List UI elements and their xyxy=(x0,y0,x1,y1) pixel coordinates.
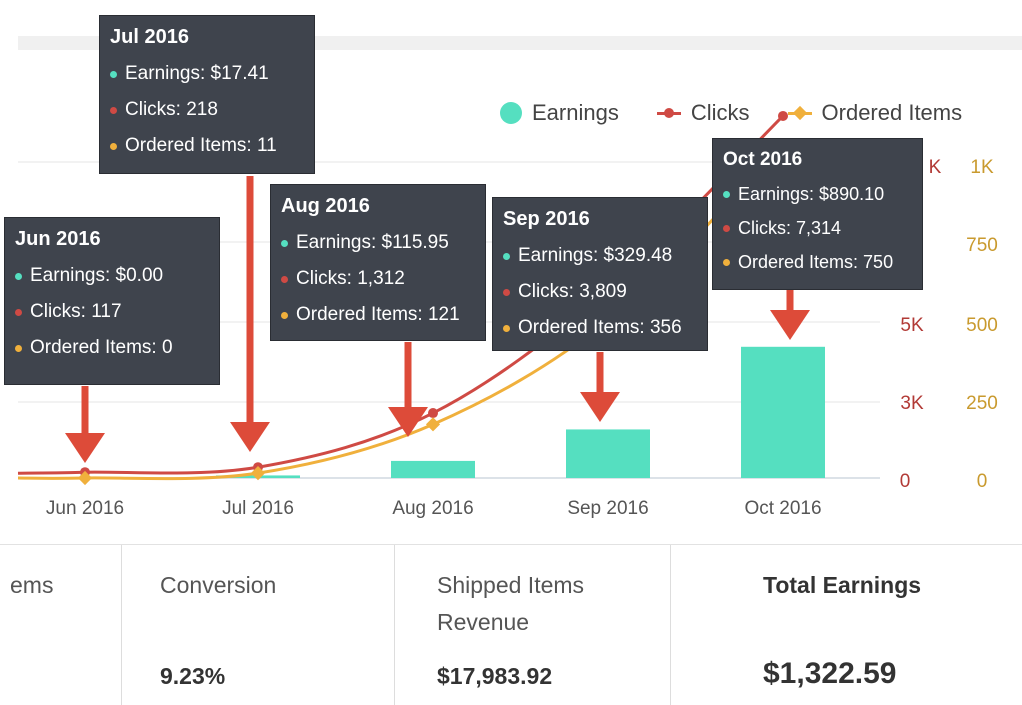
stat-divider xyxy=(121,545,122,705)
y-tick-label-clicks: K xyxy=(929,157,942,178)
arrow-head xyxy=(65,433,105,463)
tooltip-title: Oct 2016 xyxy=(723,149,803,170)
tooltip-row-clicks: Clicks: 1,312 xyxy=(281,268,475,290)
point-clicks xyxy=(778,110,788,121)
stat-label: ems xyxy=(10,572,54,598)
tooltip-row-ordered-items: Ordered Items: 121 xyxy=(281,304,475,326)
y-tick-label-ordered-items: 750 xyxy=(966,235,998,256)
y-tick-label-clicks: 3K xyxy=(900,393,924,414)
tooltip-sep-2016: Sep 2016 Earnings: $329.48 Clicks: 3,809… xyxy=(492,197,708,351)
stat-total-earnings: Total Earnings $1,322.59 xyxy=(671,545,1022,705)
tooltip-row-clicks: Clicks: 218 xyxy=(110,99,304,121)
arrow-head xyxy=(580,392,620,422)
tooltip-title: Sep 2016 xyxy=(503,208,590,230)
y-tick-label-ordered-items: 0 xyxy=(977,471,988,492)
chart: Jun 2016 Jul 2016 Aug 2016 Sep 2016 Oct 2016… xyxy=(17,110,998,519)
x-tick-label: Oct 2016 xyxy=(744,498,821,519)
x-tick-label: Sep 2016 xyxy=(567,498,648,519)
legend-item-clicks[interactable]: Clicks xyxy=(656,100,750,126)
point-ordered-items xyxy=(77,470,93,486)
stat-value: $1,322.59 xyxy=(763,657,897,690)
point-clicks xyxy=(428,408,438,419)
stat-label: Total Earnings xyxy=(763,572,922,598)
tooltip-row-clicks: Clicks: 7,314 xyxy=(723,218,912,239)
arrow-head xyxy=(388,407,428,437)
tooltip-jun-2016: Jun 2016 Earnings: $0.00 Clicks: 117 Ord… xyxy=(4,217,220,385)
tooltip-row-ordered-items: Ordered Items: 356 xyxy=(503,317,697,339)
chart-legend: Earnings Clicks Ordered Items xyxy=(500,96,1005,130)
tooltip-row-clicks: Clicks: 3,809 xyxy=(503,281,697,303)
earnings-bars xyxy=(216,346,825,478)
tooltip-row-earnings: Earnings: $329.48 xyxy=(503,245,697,267)
stat-value: 9.23% xyxy=(160,663,226,689)
x-tick-label: Jul 2016 xyxy=(222,498,294,519)
tooltip-row-ordered-items: Ordered Items: 11 xyxy=(110,135,304,157)
y-tick-label-ordered-items: 250 xyxy=(966,393,998,414)
x-axis-ticks: Jun 2016 Jul 2016 Aug 2016 Sep 2016 Oct 2016 xyxy=(46,498,822,519)
arrow-head xyxy=(230,422,270,452)
point-ordered-items xyxy=(250,466,266,481)
stat-label: Shipped Items Revenue xyxy=(437,572,585,635)
y-tick-label-clicks: 5K xyxy=(900,315,924,336)
bar-earnings xyxy=(391,460,475,478)
earnings-swatch xyxy=(500,102,522,124)
bar-earnings xyxy=(741,346,825,478)
stat-ordered-items: ems xyxy=(0,545,122,705)
x-tick-label: Jun 2016 xyxy=(46,498,124,519)
stat-value: $17,983.92 xyxy=(437,663,553,689)
tooltip-jul-2016: Jul 2016 Earnings: $17.41 Clicks: 218 Or… xyxy=(99,15,315,174)
legend-label-ordered-items: Ordered Items xyxy=(821,100,963,125)
y-tick-label-ordered-items: 1K xyxy=(970,157,994,178)
tooltip-row-earnings: Earnings: $0.00 xyxy=(15,265,209,287)
tooltip-row-earnings: Earnings: $17.41 xyxy=(110,63,304,85)
y-axis-ticks: 0 3K 5K K 0 250 500 750 1K xyxy=(900,157,998,492)
stat-divider xyxy=(394,545,395,705)
tooltip-row-earnings: Earnings: $890.10 xyxy=(723,184,912,205)
tooltip-aug-2016: Aug 2016 Earnings: $115.95 Clicks: 1,312… xyxy=(270,184,486,341)
clicks-swatch xyxy=(656,105,681,121)
legend-item-ordered-items[interactable]: Ordered Items xyxy=(787,100,963,126)
legend-item-earnings[interactable]: Earnings xyxy=(500,100,619,126)
stat-label: Conversion xyxy=(160,572,277,598)
x-tick-label: Aug 2016 xyxy=(392,498,473,519)
y-tick-label-ordered-items: 500 xyxy=(966,315,998,336)
tooltip-title: Jul 2016 xyxy=(110,26,189,48)
tooltip-row-ordered-items: Ordered Items: 750 xyxy=(723,252,912,273)
tooltip-row-clicks: Clicks: 117 xyxy=(15,301,209,323)
tooltip-row-ordered-items: Ordered Items: 0 xyxy=(15,337,209,359)
y-tick-label-clicks: 0 xyxy=(900,471,911,492)
bar-earnings xyxy=(566,429,650,478)
stat-conversion: Conversion 9.23% xyxy=(122,545,394,705)
arrow-head xyxy=(770,310,810,340)
ordered-items-swatch xyxy=(787,105,812,121)
tooltip-title: Aug 2016 xyxy=(281,195,370,217)
point-ordered-items xyxy=(425,417,441,432)
tooltip-oct-2016: Oct 2016 Earnings: $890.10 Clicks: 7,314… xyxy=(712,138,923,290)
annotation-arrows xyxy=(65,176,810,463)
stats-bar: ems Conversion 9.23% Shipped Items Reven… xyxy=(0,544,1022,705)
stat-shipped-items-revenue: Shipped Items Revenue $17,983.92 xyxy=(395,545,670,705)
stat-divider xyxy=(670,545,671,705)
tooltip-title: Jun 2016 xyxy=(15,228,101,250)
legend-label-clicks: Clicks xyxy=(690,100,750,125)
tooltip-row-earnings: Earnings: $115.95 xyxy=(281,232,475,254)
legend-label-earnings: Earnings xyxy=(532,100,619,125)
